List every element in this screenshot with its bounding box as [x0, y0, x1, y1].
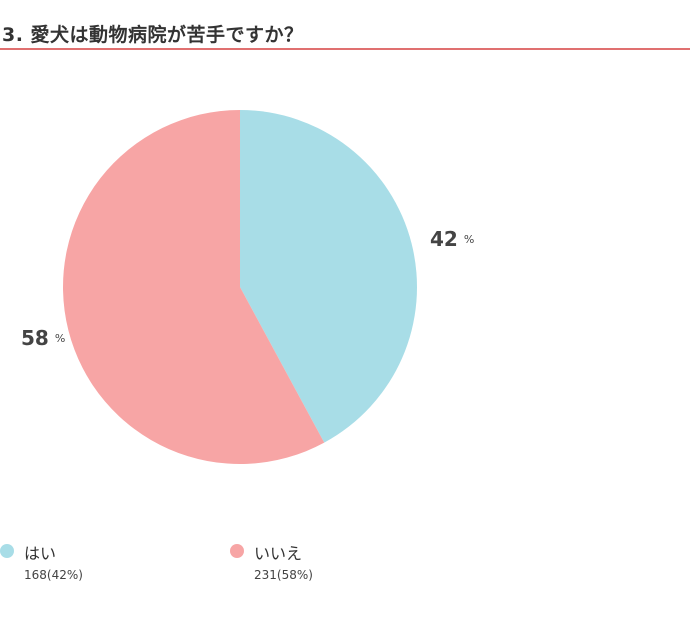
percent-label-no: 58% [21, 326, 65, 350]
pie-slice-no [63, 110, 325, 464]
question-title: 3. 愛犬は動物病院が苦手ですか？ [2, 24, 304, 46]
legend-label-yes: はい [24, 544, 57, 563]
legend-dot-yes-icon [0, 544, 14, 558]
title-divider [0, 48, 690, 50]
legend-count-no: 231(58%) [254, 568, 313, 582]
percent-value-yes: 42 [430, 227, 458, 251]
legend-count-yes: 168(42%) [24, 568, 83, 582]
percent-sign-yes: % [463, 233, 475, 246]
percent-sign-no: % [54, 332, 66, 345]
legend-dot-no-icon [230, 544, 244, 558]
percent-value-no: 58 [21, 326, 49, 350]
pie-slice-yes [240, 110, 417, 443]
legend-label-no: いいえ [254, 544, 303, 563]
percent-label-yes: 42% [430, 227, 474, 251]
